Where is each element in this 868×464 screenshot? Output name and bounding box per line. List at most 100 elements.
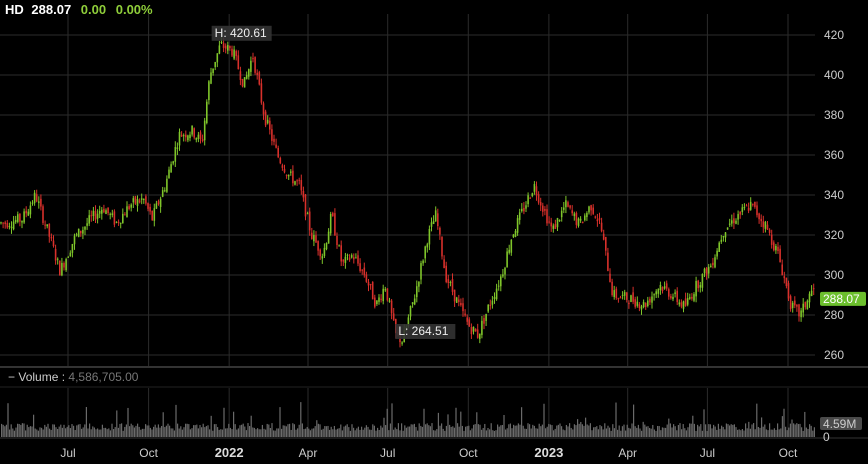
candle-body xyxy=(705,267,708,276)
candle-body xyxy=(283,168,286,173)
volume-legend[interactable]: − Volume : 4,586,705.00 xyxy=(8,370,138,384)
volume-bar xyxy=(340,424,342,437)
volume-bar xyxy=(729,425,731,437)
volume-bar xyxy=(506,428,508,437)
volume-bar xyxy=(487,427,489,437)
candle-body xyxy=(233,49,235,59)
volume-bar xyxy=(437,412,439,437)
volume-bar xyxy=(433,430,435,437)
candle-body xyxy=(413,298,416,305)
volume-bar xyxy=(671,427,673,437)
candle-body xyxy=(638,304,641,309)
candle-body xyxy=(689,297,691,299)
candle-body xyxy=(680,302,683,307)
volume-bar xyxy=(73,425,75,437)
price-tick-label: 420 xyxy=(824,28,844,42)
candle-body xyxy=(367,281,370,286)
candle-body xyxy=(728,223,731,225)
volume-label: Volume xyxy=(18,370,59,384)
high-label-box xyxy=(211,25,272,41)
volume-bar xyxy=(76,425,78,437)
candle-body xyxy=(775,245,777,251)
volume-bar xyxy=(801,427,803,437)
volume-bar xyxy=(514,425,516,437)
volume-bar xyxy=(196,424,198,437)
volume-bar xyxy=(781,416,783,437)
volume-bar xyxy=(804,411,806,437)
volume-bar xyxy=(706,430,708,437)
volume-bar xyxy=(39,427,41,437)
volume-bar xyxy=(471,428,473,437)
candle-body xyxy=(14,219,17,223)
candle-body xyxy=(401,342,403,344)
candle-body xyxy=(531,193,534,197)
volume-bar xyxy=(615,402,617,437)
candle-body xyxy=(760,218,762,222)
volume-bar xyxy=(391,403,393,437)
volume-bar xyxy=(681,429,683,437)
volume-bar xyxy=(751,424,753,437)
volume-bar xyxy=(229,427,231,437)
candle-body xyxy=(63,262,65,268)
candle-body xyxy=(388,300,391,302)
candle-body xyxy=(661,287,664,291)
candle-body xyxy=(640,306,643,310)
volume-bar xyxy=(537,428,539,437)
collapse-icon[interactable]: − xyxy=(8,370,16,384)
candle-body xyxy=(107,207,109,213)
candle-body xyxy=(537,194,540,203)
candle-body xyxy=(31,202,34,204)
candle-body xyxy=(382,288,384,302)
volume-bar xyxy=(666,424,668,437)
candle-body xyxy=(512,234,515,238)
volume-bar xyxy=(233,411,235,437)
volume-bar xyxy=(554,428,556,437)
volume-bar xyxy=(61,427,63,437)
candle-body xyxy=(216,53,219,63)
candle-body xyxy=(588,206,590,213)
volume-bar xyxy=(212,430,214,437)
candle-body xyxy=(151,210,153,221)
volume-bar xyxy=(84,424,86,437)
volume-bar xyxy=(156,427,158,437)
candle-body xyxy=(762,221,765,228)
volume-bar xyxy=(249,426,251,437)
candle-body xyxy=(201,139,204,141)
volume-bar xyxy=(393,429,395,437)
volume-bar xyxy=(477,424,479,437)
candle-body xyxy=(808,293,811,303)
candle-body xyxy=(726,227,729,230)
volume-bar xyxy=(226,428,228,437)
volume-bar xyxy=(316,420,318,437)
volume-bar xyxy=(665,427,667,437)
volume-bar xyxy=(644,424,646,437)
candle-body xyxy=(684,298,687,306)
candle-body xyxy=(40,198,42,207)
candle-body xyxy=(783,276,786,279)
candle-body xyxy=(735,220,737,224)
candle-body xyxy=(348,257,351,260)
volume-bar xyxy=(663,427,665,437)
candle-body xyxy=(71,243,74,253)
volume-bar xyxy=(695,430,697,437)
volume-bar xyxy=(345,425,347,437)
volume-bar xyxy=(213,424,215,437)
candle-body xyxy=(248,69,250,77)
candle-body xyxy=(789,296,792,310)
candle-body xyxy=(334,213,336,236)
candle-body xyxy=(493,297,496,300)
candle-body xyxy=(119,222,122,224)
candle-body xyxy=(371,281,374,300)
volume-bar xyxy=(580,421,582,437)
candle-body xyxy=(733,218,735,224)
price-candles xyxy=(0,36,815,348)
candle-body xyxy=(569,205,571,208)
volume-bar xyxy=(668,418,670,437)
candle-body xyxy=(731,220,733,224)
candle-body xyxy=(613,290,615,297)
volume-bar xyxy=(63,424,65,437)
candle-body xyxy=(722,236,725,238)
candle-body xyxy=(766,224,769,230)
volume-bar xyxy=(535,428,537,437)
